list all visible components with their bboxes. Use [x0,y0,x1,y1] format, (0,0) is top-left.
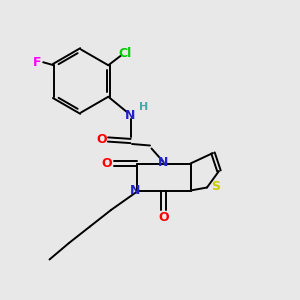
Text: O: O [102,157,112,170]
Text: F: F [33,56,41,69]
Text: O: O [97,133,107,146]
Text: H: H [140,102,148,112]
Text: N: N [158,155,169,169]
Text: O: O [158,211,169,224]
Text: S: S [211,179,220,193]
Text: N: N [125,109,136,122]
Text: N: N [130,184,140,197]
Text: Cl: Cl [118,47,131,60]
